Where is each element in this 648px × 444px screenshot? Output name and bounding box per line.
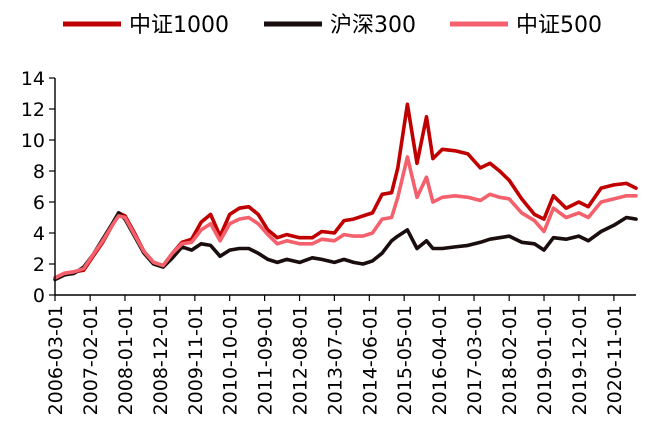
x-tick-label: 2008-01-01 [115, 305, 137, 415]
x-tick-label: 2006-03-01 [45, 305, 67, 415]
legend-label-1: 中证1000 [129, 13, 229, 38]
x-tick-label: 2007-02-01 [80, 305, 102, 415]
x-tick-label: 2009-11-01 [185, 305, 207, 415]
x-tick-label: 2013-07-01 [324, 305, 346, 415]
x-tick-label: 2011-09-01 [255, 305, 277, 415]
x-tick-label: 2018-02-01 [499, 305, 521, 415]
y-tick-label: 0 [33, 285, 45, 307]
legend-label-3: 中证500 [516, 13, 602, 38]
x-tick-label: 2020-11-01 [604, 305, 626, 415]
series-line-3 [53, 155, 638, 280]
y-tick-label: 6 [33, 192, 45, 214]
y-tick-label: 2 [33, 254, 45, 276]
x-tick-label: 2014-06-01 [359, 305, 381, 415]
x-tick-label: 2016-04-01 [429, 305, 451, 415]
x-tick-label: 2012-08-01 [290, 305, 312, 415]
y-tick-label: 8 [33, 161, 45, 183]
y-tick-label: 4 [33, 223, 45, 245]
y-ticks: 0 2 4 6 8 10 12 14 [21, 68, 55, 307]
series-layer [53, 102, 638, 282]
x-tick-label: 2019-01-01 [534, 305, 556, 415]
axes [54, 78, 636, 296]
x-ticks: 2006-03-01 2007-02-01 2008-01-01 2008-12-01… [45, 295, 626, 415]
x-tick-label: 2017-03-01 [464, 305, 486, 415]
x-tick-label: 2008-12-01 [150, 305, 172, 415]
legend-label-2: 沪深300 [330, 13, 416, 38]
x-tick-label: 2015-05-01 [394, 305, 416, 415]
y-tick-label: 10 [21, 130, 45, 152]
x-tick-label: 2019-12-01 [569, 305, 591, 415]
x-tick-label: 2010-10-01 [220, 305, 242, 415]
y-tick-label: 14 [21, 68, 45, 90]
y-tick-label: 12 [21, 99, 45, 121]
legend: 中证1000 沪深300 中证500 [63, 13, 602, 38]
